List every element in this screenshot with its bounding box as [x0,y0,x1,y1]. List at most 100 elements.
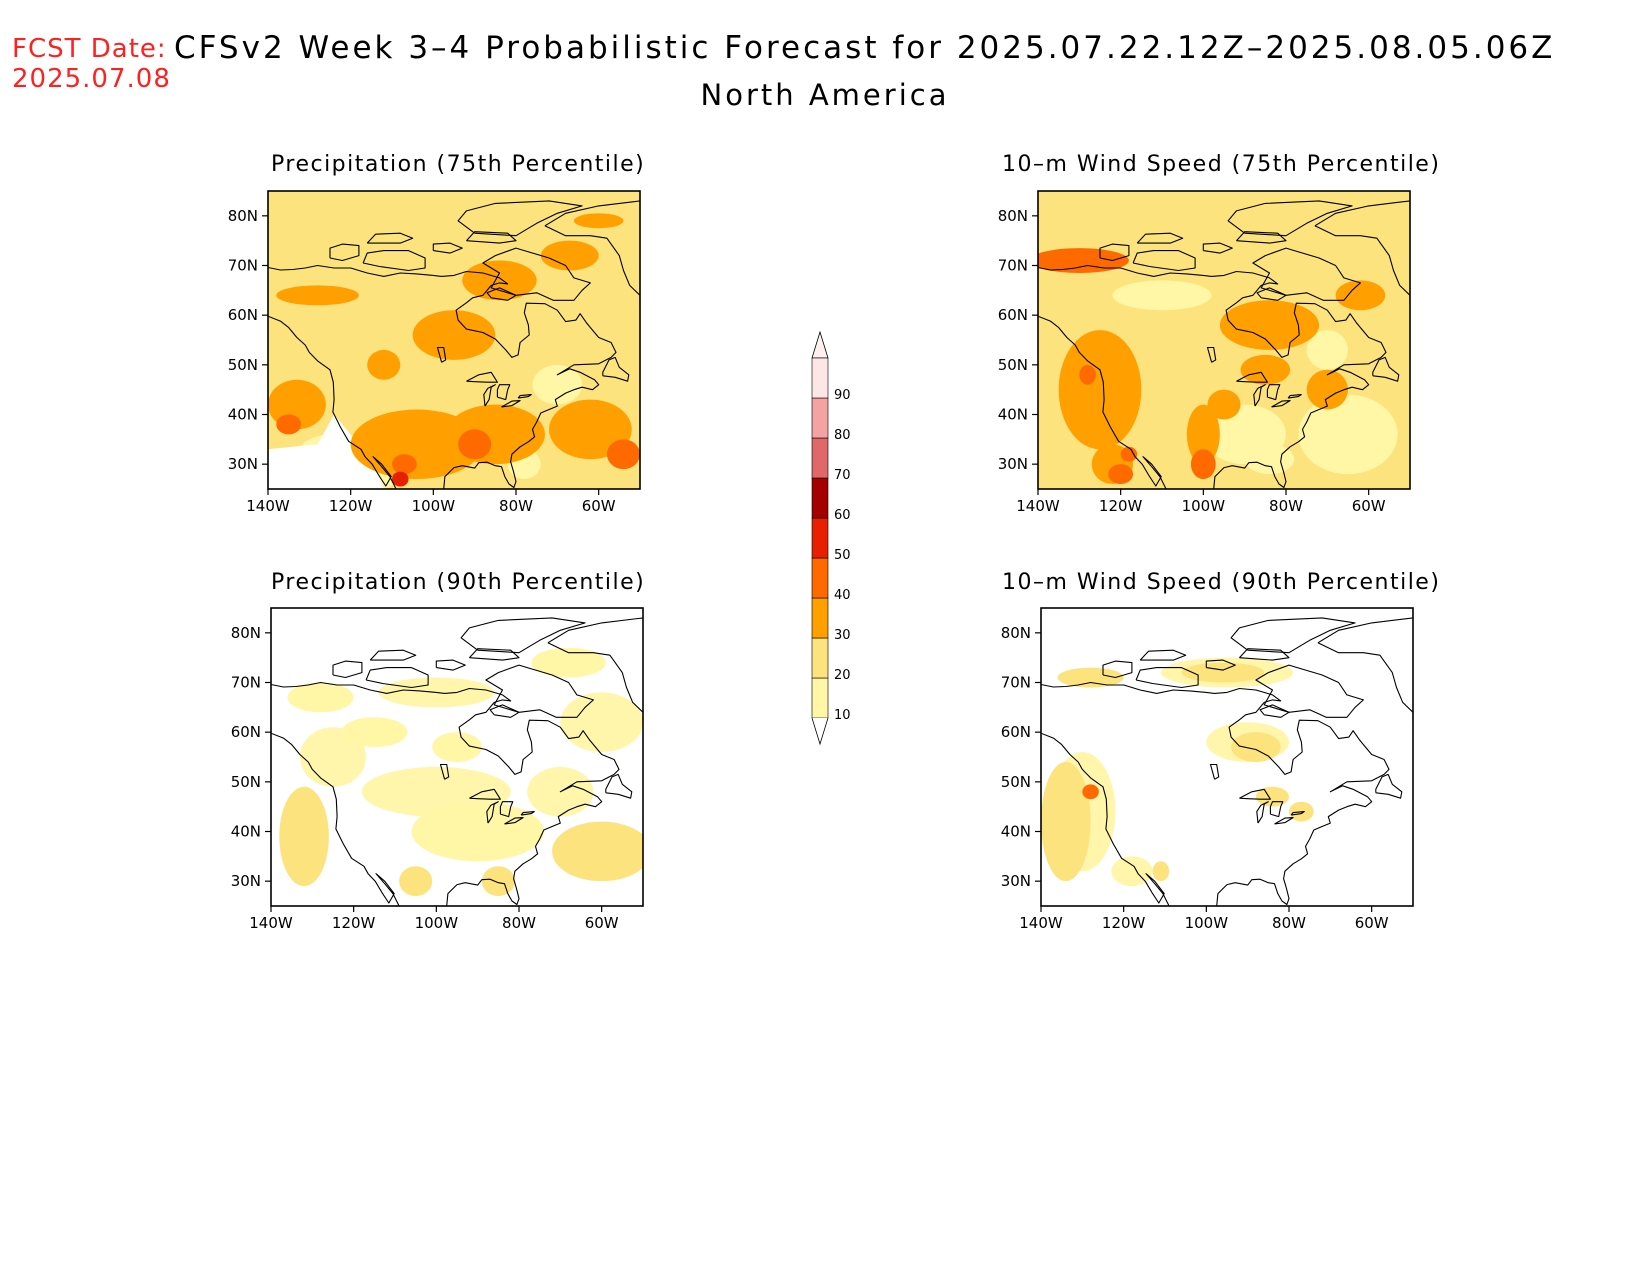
lon-tick-label: 100W [1185,914,1229,932]
lat-tick-label: 50N [228,356,258,374]
prob-contour-patch [367,349,401,380]
prob-contour-patch [276,414,302,435]
map-frame [1037,190,1411,490]
lon-tick-label: 80W [1272,914,1306,932]
lat-tick-label: 30N [231,872,261,890]
prob-contour-patch [531,647,606,678]
lat-tick-label: 70N [231,674,261,692]
prob-contour-patch [1190,449,1216,480]
map-frame [1040,607,1414,907]
colorbar-label: 40 [834,588,851,603]
prob-contour-patch [411,801,544,862]
panel-title-precip-90: Precipitation (90th Percentile) [271,570,646,595]
lon-tick-label: 60W [585,914,619,932]
prob-10-patch [299,727,367,787]
fcst-date-value: 2025.07.08 [12,64,171,94]
lon-tick-label: 120W [1099,497,1143,515]
lon-tick-label: 60W [582,497,616,515]
prob-10-patch [1111,856,1153,887]
prob-contour-patch [552,821,643,882]
prob-contour-patch [445,404,545,465]
lat-tick-label: 80N [228,207,258,225]
coastlines [271,617,643,906]
lat-tick-label: 70N [1001,674,1031,692]
colorbar-label: 20 [834,668,851,683]
prob-contour-patch [1041,761,1091,882]
lat-tick-label: 40N [228,406,258,424]
colorbar-swatch [811,557,829,599]
colorbar-label: 50 [834,548,851,563]
colorbar-swatch [811,477,829,519]
prob-contour-patch [432,732,482,762]
prob-contour-patch [1219,300,1320,350]
prob-low-patch [1298,394,1398,475]
lon-tick-label: 120W [1102,914,1146,932]
lat-tick-label: 70N [228,257,258,275]
lon-tick-label: 120W [332,914,376,932]
prob-low-patch [1244,444,1295,475]
wind-75-map: 140W 120W 100W 80W 60W 80N 70N 60N 50N 40N 30N [998,190,1411,515]
coastlines [1038,200,1410,489]
lon-tick-label: 100W [412,497,456,515]
lat-tick-label: 80N [231,624,261,642]
prob-contour-patch [1181,662,1265,683]
main-title: CFSv2 Week 3–4 Probabilistic Forecast fo… [174,30,1556,66]
prob-low-patch [1306,330,1348,370]
prob-low-patch [532,364,583,405]
lon-tick-label: 80W [1269,497,1303,515]
wind-90-map: 140W 120W 100W 80W 60W 80N 70N 60N 50N 40N 30N [1001,607,1414,932]
lon-tick-label: 60W [1352,497,1386,515]
lat-tick-label: 60N [228,306,258,324]
colorbar-label: 70 [834,468,851,483]
lat-tick-label: 80N [998,207,1028,225]
lat-tick-label: 60N [231,723,261,741]
lon-tick-label: 140W [249,914,293,932]
prob-contour-patch [481,866,515,897]
coastlines [268,200,640,489]
fcst-date-caption: FCST Date: [12,34,167,64]
prob-contour-patch [279,786,329,887]
lat-tick-label: 50N [1001,773,1031,791]
shaded-field [271,608,643,906]
map-frame [270,607,644,907]
prob-contour-patch [1120,446,1138,462]
prob-contour-patch [287,682,354,713]
prob-contour-patch [1108,464,1134,485]
prob-contour-patch [341,717,408,748]
lat-tick-label: 30N [1001,872,1031,890]
lat-tick-label: 50N [231,773,261,791]
panel-title-precip-75: Precipitation (75th Percentile) [271,152,646,177]
colorbar-label: 30 [834,628,851,643]
prob-contour-patch [540,240,599,271]
panel-title-wind-75: 10–m Wind Speed (75th Percentile) [1002,152,1441,177]
prob-contour-patch [1082,784,1099,800]
region-subtitle: North America [700,78,950,112]
colorbar-bottom-cap [811,717,829,746]
lat-tick-label: 50N [998,356,1028,374]
lon-tick-label: 120W [329,497,373,515]
panel-title-wind-90: 10–m Wind Speed (90th Percentile) [1002,570,1441,595]
lat-tick-label: 30N [998,455,1028,473]
colorbar-swatch [811,517,829,559]
colorbar-label: 60 [834,508,851,523]
prob-contour-patch [1240,354,1291,385]
lon-tick-label: 60W [1355,914,1389,932]
forecast-date-label: FCST Date: 2025.07.08 [12,34,171,94]
prob-contour-patch [1152,861,1170,882]
colorbar-swatch [811,357,829,399]
map-frame [267,190,641,490]
lon-tick-label: 100W [415,914,459,932]
lat-tick-label: 40N [231,823,261,841]
no-signal-area [268,414,384,489]
prob-contour-patch [1231,732,1281,762]
lat-tick-label: 80N [1001,624,1031,642]
colorbar-swatch [811,677,829,719]
probability-colorbar: 10 20 30 40 50 60 70 80 90 [811,330,851,746]
colorbar-label: 90 [834,388,851,403]
precip-90-map: 140W 120W 100W 80W 60W 80N 70N 60N 50N 40N 30N [231,607,644,932]
prob-contour-patch [392,471,409,487]
lon-tick-label: 80W [502,914,536,932]
prob-low-patch [1112,280,1212,311]
prob-contour-patch [1306,369,1348,410]
prob-contour-patch [1038,248,1129,273]
